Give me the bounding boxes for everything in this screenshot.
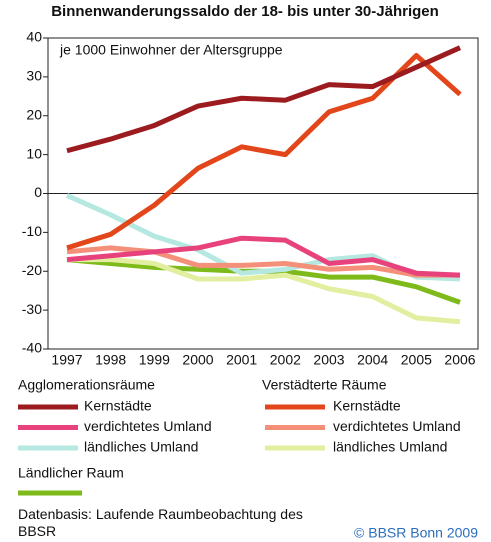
legend-label: Kernstädte [84,398,152,414]
x-tick-label: 1997 [51,352,82,368]
series-line [66,235,461,278]
legend-group: Agglomerationsräume [18,377,155,393]
y-tick-label: 30 [26,68,42,84]
legend-label: verdichtetes Umland [84,418,212,434]
y-tick-label: 0 [34,184,42,200]
x-tick-label: 2004 [357,352,388,368]
y-tick-label: 40 [26,29,42,45]
legend-label: Kernstädte [333,398,401,414]
copyright: © BBSR Bonn 2009 [354,525,478,541]
source: Datenbasis: Laufende Raumbeobachtung des… [18,506,303,539]
x-tick-label: 2001 [226,352,257,368]
y-tick-label: -30 [22,301,42,317]
legend-group: Ländlicher Raum [18,465,124,481]
x-tick-label: 2006 [444,352,475,368]
series-line [66,52,462,251]
x-tick-label: 2003 [313,352,344,368]
legend-label: ländliches Umland [333,439,447,455]
annotation: je 1000 Einwohner der Altersgruppe [59,42,283,58]
legend-group: Verstädterte Räume [262,377,387,393]
y-tick-label: -40 [22,340,42,356]
x-tick-label: 1999 [139,352,170,368]
legend-label: ländliches Umland [84,439,198,455]
x-tick-label: 2002 [270,352,301,368]
y-tick-label: 20 [26,106,42,122]
x-tick-label: 1998 [95,352,126,368]
x-tick-label: 2000 [182,352,213,368]
series-line [66,45,462,154]
y-tick-label: -10 [22,223,42,239]
x-tick-label: 2005 [401,352,432,368]
legend-label: verdichtetes Umland [333,418,461,434]
chart-title: Binnenwanderungssaldo der 18- bis unter … [51,3,439,20]
series-line [66,245,460,278]
series-line [67,257,461,325]
y-tick-label: -20 [22,262,42,278]
y-tick-label: 10 [26,145,42,161]
